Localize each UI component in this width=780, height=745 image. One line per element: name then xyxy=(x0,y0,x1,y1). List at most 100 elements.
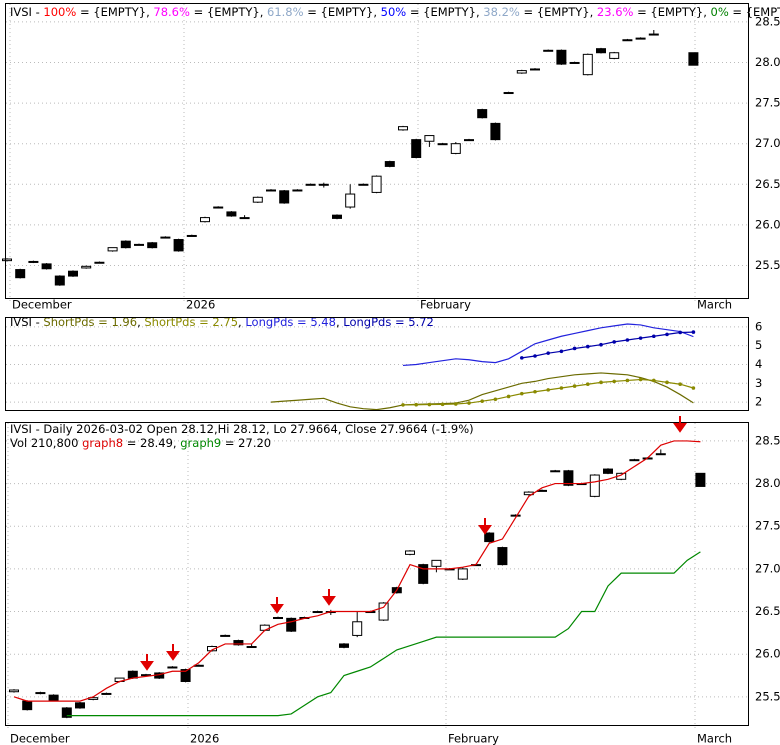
header-part: 0% xyxy=(711,5,729,19)
header-part: = 27.20 xyxy=(221,436,271,450)
candle-body xyxy=(563,470,574,486)
candle-body xyxy=(41,263,52,270)
header-part: , xyxy=(336,315,343,329)
candle-body xyxy=(497,547,508,566)
candle-body xyxy=(431,559,442,567)
series-dot xyxy=(480,399,485,403)
series-dot xyxy=(546,388,550,392)
header-part: , xyxy=(137,315,144,329)
candle-body xyxy=(695,472,706,487)
panel-frame xyxy=(5,317,749,411)
series-dot xyxy=(678,330,682,335)
y-tick-label: 26.0 xyxy=(755,217,780,231)
candle-body xyxy=(437,143,448,146)
candle-body xyxy=(484,532,495,543)
header-part: Vol 210,800 xyxy=(10,436,82,450)
y-tick-label: 26.5 xyxy=(755,604,780,618)
candle-body xyxy=(569,61,580,64)
series-dot xyxy=(520,391,524,396)
candle-body xyxy=(279,190,290,204)
series-dot xyxy=(625,338,630,342)
candle-body xyxy=(556,49,567,65)
x-tick-label: December xyxy=(12,298,72,312)
y-tick-label: 6 xyxy=(755,319,762,333)
series-dot xyxy=(454,402,458,406)
candle-body xyxy=(233,640,244,646)
candle-body xyxy=(510,514,521,517)
y-tick-label: 27.0 xyxy=(755,561,780,575)
candle-body xyxy=(160,236,171,239)
candle-body xyxy=(609,52,620,59)
series-dot xyxy=(612,379,616,384)
series-dot xyxy=(533,354,537,358)
header-part: LongPds = 5.72 xyxy=(343,315,434,329)
y-tick-label: 4 xyxy=(755,357,762,371)
candle-body xyxy=(464,139,474,142)
candle-body xyxy=(503,92,514,95)
candle-body xyxy=(2,258,12,262)
candle-body xyxy=(622,39,633,42)
candle-body xyxy=(352,621,363,636)
panel-header: Vol 210,800 graph8 = 28.49, graph9 = 27.… xyxy=(10,436,271,450)
candle-body xyxy=(68,270,78,277)
series-line xyxy=(521,331,694,359)
candle-body xyxy=(207,646,217,652)
candle-body xyxy=(358,183,369,186)
candle-body xyxy=(226,211,237,217)
y-tick-label: 27.5 xyxy=(755,96,780,110)
candle-body xyxy=(120,240,131,249)
series-dot xyxy=(559,386,564,390)
series-line xyxy=(270,372,694,411)
x-tick-label: February xyxy=(448,732,499,745)
candle-body xyxy=(107,247,118,252)
candle-body xyxy=(22,700,33,711)
y-tick-label: 28.0 xyxy=(755,476,780,490)
series-dot xyxy=(493,397,498,402)
candle-body xyxy=(543,49,554,52)
candle-body xyxy=(239,217,250,220)
series-dot xyxy=(599,342,603,347)
header-part: = {EMPTY}, xyxy=(633,5,710,19)
header-part: 100% xyxy=(43,5,76,19)
candle-body xyxy=(635,37,646,40)
header-part: 78.6% xyxy=(153,5,190,19)
panel-header: IVSI - 100% = {EMPTY}, 78.6% = {EMPTY}, … xyxy=(10,5,780,19)
panel-frame xyxy=(5,422,749,726)
x-tick-label: December xyxy=(10,732,70,745)
series-dot xyxy=(586,382,590,387)
panel-header: IVSI - Daily 2026-03-02 Open 28.12,Hi 28… xyxy=(10,422,474,436)
candle-body xyxy=(582,53,593,76)
series-dot xyxy=(691,330,696,334)
series-dot xyxy=(599,380,603,385)
candle-body xyxy=(371,175,382,193)
series-dot xyxy=(414,402,419,407)
series-dot xyxy=(625,378,630,383)
header-part: = {EMPTY}, xyxy=(190,5,267,19)
candle-body xyxy=(589,474,600,497)
candle-body xyxy=(213,206,224,209)
header-part: = {EMPTY}, xyxy=(520,5,597,19)
x-tick-label: March xyxy=(697,298,732,312)
series-dot xyxy=(678,382,682,387)
candle-body xyxy=(424,135,435,142)
series-dot xyxy=(572,346,577,351)
candle-body xyxy=(173,239,184,252)
series-dot xyxy=(652,378,656,383)
y-tick-label: 27.0 xyxy=(755,136,780,150)
y-tick-label: 27.5 xyxy=(755,519,780,533)
panel-header: IVSI - ShortPds = 1.96, ShortPds = 2.75,… xyxy=(10,315,434,329)
header-part: graph8 xyxy=(82,436,123,450)
candle-body xyxy=(141,674,151,677)
series-dot xyxy=(467,401,471,405)
candle-body xyxy=(147,242,158,249)
y-tick-label: 25.5 xyxy=(755,689,780,703)
candle-body xyxy=(378,602,389,621)
y-tick-label: 28.5 xyxy=(755,14,780,28)
header-part: = {EMPTY}, xyxy=(76,5,153,19)
series-dot xyxy=(572,384,577,388)
candle-body xyxy=(167,666,178,669)
candle-body xyxy=(688,52,699,66)
candle-body xyxy=(345,193,356,208)
candle-body xyxy=(457,568,468,580)
series-dot xyxy=(665,380,669,385)
